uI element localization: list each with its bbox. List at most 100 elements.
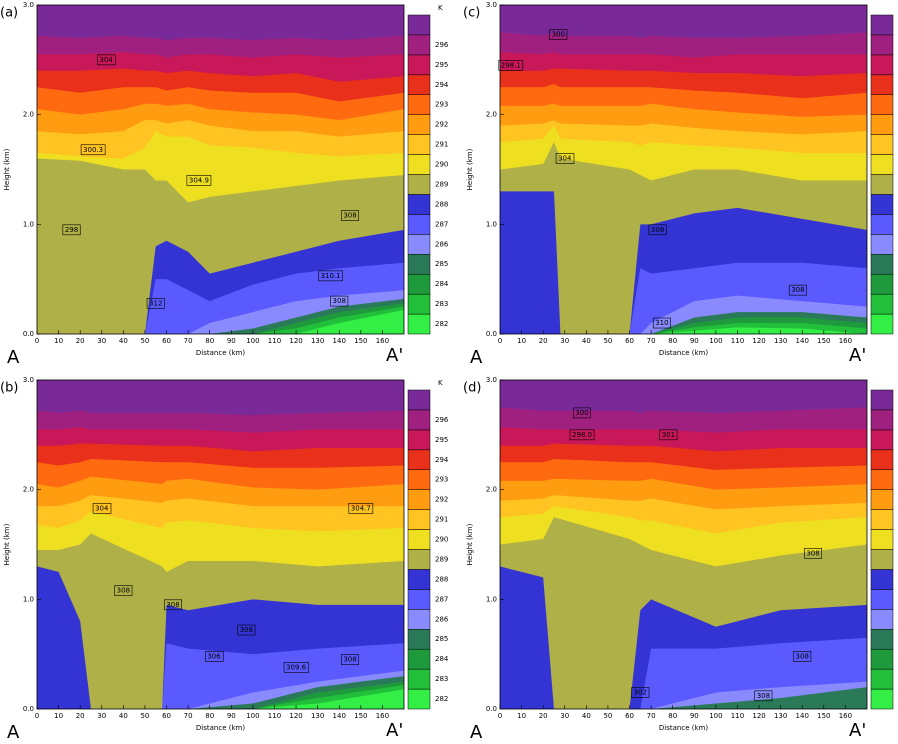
x-tick-label: 100 (709, 712, 722, 720)
colorbar-swatch (407, 74, 431, 95)
x-axis-title: Distance (km) (659, 349, 708, 357)
section-start: A (7, 347, 20, 368)
colorbar-swatch (407, 489, 431, 510)
colorbar-label: 296 (435, 41, 449, 49)
x-tick-label: 70 (647, 712, 656, 720)
colorbar-swatch (870, 194, 894, 215)
colorbar-swatch (407, 214, 431, 235)
colorbar-top (870, 14, 894, 36)
x-tick-label: 30 (560, 337, 569, 345)
x-tick-label: 40 (582, 337, 591, 345)
panel: 0 10 20 30 40 50 60 70 80 90 100 110 120 130 140 150 160… (0, 376, 449, 743)
colorbar-label: 288 (435, 200, 448, 208)
x-tick-label: 120 (752, 337, 765, 345)
x-tick-label: 70 (184, 337, 193, 345)
x-tick-label: 80 (668, 337, 677, 345)
contour-label: 304.7 (351, 504, 371, 512)
contour-label-box (788, 284, 807, 296)
contour-label-box (569, 429, 595, 441)
colorbar-label: 295 (435, 436, 448, 444)
colorbar-swatch (870, 668, 894, 690)
contour-label: 308 (651, 226, 664, 234)
colorbar-swatch (870, 409, 894, 431)
contour-label: 304 (95, 504, 109, 512)
x-axis-title: Distance (km) (659, 724, 708, 732)
colorbar-swatch (407, 469, 431, 490)
colorbar-swatch (407, 154, 431, 175)
contour-label-box (97, 54, 116, 66)
x-tick-label: 10 (517, 337, 526, 345)
colorbar-label: 290 (435, 161, 448, 169)
x-tick-label: 160 (839, 712, 852, 720)
colorbar-label: 296 (435, 416, 449, 424)
y-tick-label: 3.0 (23, 1, 34, 9)
contour-label: 304.9 (189, 176, 209, 184)
x-tick-label: 90 (227, 712, 236, 720)
x-tick-label: 100 (246, 337, 259, 345)
contour-label: 310 (655, 319, 668, 327)
y-tick-label: 3.0 (486, 376, 497, 384)
x-tick-label: 0 (498, 337, 502, 345)
x-tick-label: 0 (35, 712, 39, 720)
colorbar-swatch (407, 409, 431, 431)
field (37, 380, 404, 709)
colorbar-label: 285 (435, 260, 448, 268)
y-tick-label: 1.0 (486, 220, 497, 228)
colorbar-swatch (870, 273, 894, 295)
x-tick-label: 60 (162, 712, 171, 720)
theta-band (37, 306, 404, 334)
contour-label: 308 (806, 549, 819, 557)
x-tick-label: 10 (517, 712, 526, 720)
contour-label-box (283, 662, 309, 673)
x-tick-label: 40 (582, 712, 591, 720)
contour-label-box (754, 690, 773, 702)
colorbar-swatch (407, 293, 431, 315)
section-end: A' (386, 345, 403, 366)
x-tick-label: 150 (817, 712, 830, 720)
colorbar-swatch (407, 174, 431, 195)
colorbar-swatch (407, 589, 431, 610)
x-tick-label: 20 (539, 712, 548, 720)
contour-label-box (348, 503, 374, 514)
x-tick-label: 40 (119, 337, 128, 345)
contour-label-box (114, 585, 133, 596)
x-tick-label: 50 (140, 712, 149, 720)
contour-label-box (573, 407, 592, 419)
colorbar-swatch (870, 54, 894, 76)
colorbar-swatch (870, 529, 894, 550)
panel: 0 10 20 30 40 50 60 70 80 90 100 110 120 130 140 150 160… (0, 1, 449, 368)
colorbar-swatch (870, 234, 894, 255)
colorbar-top (407, 389, 431, 411)
colorbar-swatch (407, 609, 431, 630)
x-tick-label: 160 (376, 337, 389, 345)
contour-label-box (652, 317, 671, 329)
contour-label-box (92, 503, 112, 514)
colorbar-label: 290 (435, 536, 448, 544)
contour-label: 308 (117, 587, 130, 595)
colorbar-swatch (870, 688, 894, 710)
contour-label: 306 (207, 652, 221, 660)
contour-label: 308 (333, 297, 346, 305)
y-tick-label: 3.0 (23, 376, 34, 384)
colorbar-swatch (407, 54, 431, 76)
colorbar-swatch (870, 549, 894, 570)
colorbar-swatch (870, 449, 894, 470)
y-axis-title: Height (km) (3, 523, 11, 565)
colorbar-label: 282 (435, 695, 448, 703)
x-tick-label: 90 (227, 337, 236, 345)
colorbar-label: 282 (435, 320, 448, 328)
y-axis-title: Height (km) (466, 148, 474, 190)
panel-label: (c) (463, 6, 480, 21)
panel-label: (d) (463, 381, 481, 396)
x-tick-label: 20 (76, 337, 85, 345)
contour-label-box (498, 60, 524, 71)
x-tick-label: 10 (54, 712, 63, 720)
x-tick-label: 110 (268, 337, 281, 345)
colorbar-label: 289 (435, 180, 448, 188)
contour-label-box (330, 295, 349, 307)
x-tick-label: 70 (184, 712, 193, 720)
contour-label-box (205, 651, 224, 662)
contour-label: 298.1 (501, 61, 521, 69)
x-tick-label: 0 (498, 712, 502, 720)
